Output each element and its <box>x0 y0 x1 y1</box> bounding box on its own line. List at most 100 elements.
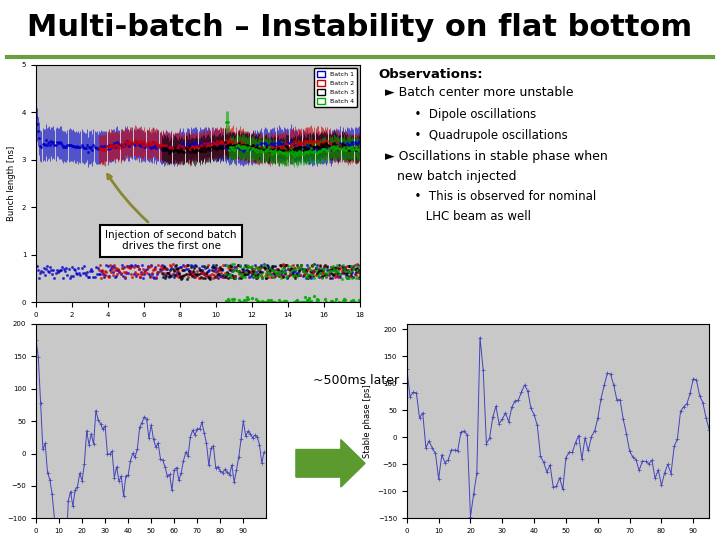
Point <box>270 298 282 306</box>
Point <box>294 269 305 278</box>
Point <box>161 264 172 272</box>
Text: •  Dipole oscillations: • Dipole oscillations <box>407 108 536 121</box>
Point <box>256 263 267 272</box>
Point <box>41 262 53 271</box>
Point <box>333 264 345 273</box>
Point <box>69 265 81 274</box>
Point <box>277 260 289 269</box>
Point <box>346 265 358 273</box>
Point <box>189 270 201 279</box>
Point <box>220 271 231 279</box>
Point <box>283 272 294 280</box>
Point <box>251 271 263 280</box>
Point <box>243 262 254 271</box>
Point <box>296 261 307 269</box>
Point <box>233 296 244 305</box>
Point <box>171 268 183 276</box>
Point <box>348 263 359 272</box>
Point <box>292 263 304 272</box>
Point <box>174 270 185 279</box>
Point <box>202 267 214 275</box>
Point <box>230 265 242 274</box>
Point <box>71 270 83 279</box>
Point <box>240 295 252 304</box>
Point <box>150 265 161 274</box>
Point <box>323 267 334 275</box>
Point <box>287 270 299 279</box>
Point <box>208 271 220 280</box>
Text: •  Quadrupole oscillations: • Quadrupole oscillations <box>407 129 567 141</box>
Point <box>287 261 299 269</box>
Point <box>292 272 303 280</box>
Point <box>197 274 209 282</box>
Point <box>200 271 212 279</box>
Point <box>348 260 360 269</box>
Point <box>176 263 187 272</box>
Point <box>226 271 238 279</box>
Point <box>183 266 194 275</box>
Point <box>330 263 342 272</box>
Point <box>221 268 233 277</box>
Point <box>340 299 351 308</box>
Point <box>331 261 343 269</box>
Point <box>331 268 343 277</box>
Point <box>219 272 230 281</box>
Point <box>289 271 301 280</box>
Point <box>133 265 145 274</box>
Point <box>166 264 177 272</box>
Point <box>328 299 340 308</box>
Point <box>312 272 323 281</box>
Point <box>264 264 276 272</box>
Point <box>290 272 302 280</box>
Point <box>246 267 257 275</box>
Point <box>346 265 357 273</box>
Point <box>197 267 209 276</box>
Point <box>261 300 273 308</box>
Point <box>145 262 157 271</box>
Point <box>343 298 355 307</box>
Point <box>312 267 323 276</box>
Point <box>325 262 336 271</box>
Point <box>283 265 294 273</box>
Point <box>142 262 153 271</box>
Point <box>176 266 188 274</box>
Point <box>348 262 359 271</box>
Point <box>75 271 86 280</box>
Point <box>274 268 286 277</box>
Point <box>307 267 319 275</box>
Point <box>161 269 173 278</box>
Point <box>249 261 261 270</box>
Point <box>298 271 310 279</box>
Point <box>323 266 334 274</box>
Point <box>352 302 364 311</box>
Point <box>312 296 323 305</box>
Point <box>342 303 354 312</box>
Text: Injection of second batch
drives the first one: Injection of second batch drives the fir… <box>105 174 237 252</box>
Point <box>257 273 269 281</box>
Point <box>49 274 60 283</box>
Point <box>80 271 91 279</box>
Point <box>251 298 263 307</box>
Point <box>331 300 343 309</box>
Point <box>285 300 297 309</box>
Point <box>261 266 273 274</box>
Point <box>165 266 176 274</box>
Point <box>340 266 351 274</box>
Point <box>297 266 308 275</box>
Point <box>240 265 252 274</box>
Point <box>217 272 229 281</box>
Point <box>324 266 336 274</box>
Point <box>191 262 202 271</box>
Point <box>172 266 184 275</box>
Point <box>206 263 217 272</box>
Point <box>354 265 366 273</box>
Y-axis label: Stable phase [ps]: Stable phase [ps] <box>0 384 1 458</box>
Point <box>144 272 156 281</box>
Point <box>238 295 250 304</box>
Point <box>110 264 122 272</box>
Point <box>296 298 307 306</box>
Point <box>186 271 198 279</box>
Point <box>249 272 261 280</box>
Point <box>282 273 293 282</box>
Point <box>303 263 315 272</box>
